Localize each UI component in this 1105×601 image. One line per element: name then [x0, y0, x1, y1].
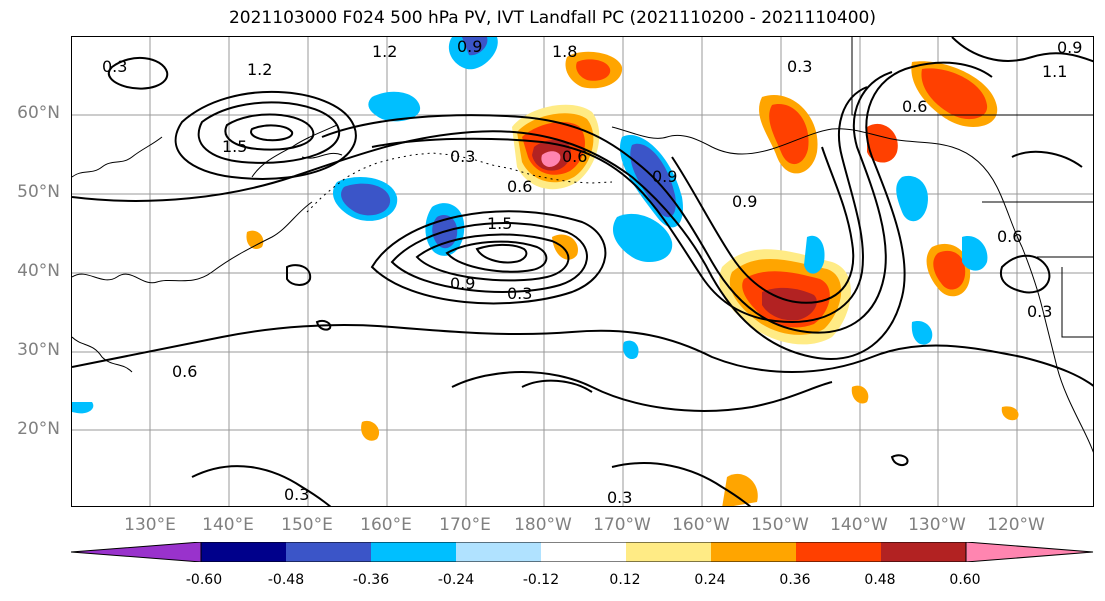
lon-label-150e: 150°E [281, 515, 333, 535]
colorbar-segment [796, 542, 881, 562]
colorbar-segment [201, 542, 286, 562]
contour-label: 0.3 [450, 147, 475, 166]
colorbar [70, 541, 1094, 563]
lon-label-120w: 120°W [987, 515, 1045, 535]
contour-label: 1.1 [1042, 62, 1067, 81]
lon-label-160e: 160°E [360, 515, 412, 535]
colorbar-tick: 0.36 [779, 572, 811, 588]
contour-label: 0.3 [1027, 302, 1052, 321]
ivt-positive-shading [246, 51, 1019, 506]
colorbar-tick: -0.48 [267, 572, 305, 588]
contour-label: 0.6 [507, 177, 532, 196]
contour-label: 0.6 [997, 227, 1022, 246]
colorbar-segment [286, 542, 371, 562]
contour-label: 1.5 [222, 137, 247, 156]
contour-label: 1.8 [552, 42, 577, 61]
contour-label: 0.3 [607, 488, 632, 507]
lat-label-40n: 40°N [17, 261, 60, 281]
contour-label: 0.6 [172, 362, 197, 381]
pv-contours [72, 37, 1093, 506]
lon-label-150w: 150°W [751, 515, 809, 535]
lon-label-160w: 160°W [672, 515, 730, 535]
lat-label-60n: 60°N [17, 103, 60, 123]
lat-label-20n: 20°N [17, 419, 60, 439]
lat-label-50n: 50°N [17, 182, 60, 202]
colorbar-extend-max [965, 541, 1094, 563]
colorbar-segment [541, 542, 626, 562]
lon-label-130w: 130°W [908, 515, 966, 535]
contour-label: 0.3 [507, 284, 532, 303]
colorbar-tick: -0.12 [522, 572, 560, 588]
contour-label: 1.2 [372, 42, 397, 61]
map-title: 2021103000 F024 500 hPa PV, IVT Landfall… [228, 8, 876, 28]
colorbar-segment [711, 542, 796, 562]
lon-label-130e: 130°E [124, 515, 176, 535]
lat-label-30n: 30°N [17, 340, 60, 360]
ivt-negative-shading [72, 37, 988, 414]
contour-label: 0.9 [652, 167, 677, 186]
lon-label-140e: 140°E [202, 515, 254, 535]
contour-label: 0.9 [450, 274, 475, 293]
contour-label: 0.9 [457, 37, 482, 56]
contour-label: 1.5 [487, 214, 512, 233]
colorbar-tick: -0.36 [352, 572, 390, 588]
contour-label: 0.9 [732, 192, 757, 211]
colorbar-tick: 0.48 [864, 572, 896, 588]
colorbar-segment [371, 542, 456, 562]
colorbar-segment [881, 542, 966, 562]
contour-label: 0.9 [1057, 38, 1082, 57]
lon-label-140w: 140°W [830, 515, 888, 535]
colorbar-tick: 0.24 [694, 572, 726, 588]
map-canvas: 0.3 1.2 0.9 1.8 1.2 1.5 0.3 0.6 0.6 0.9 … [72, 37, 1093, 507]
contour-label: 1.2 [247, 60, 272, 79]
colorbar-extend-min [70, 541, 202, 563]
contour-label: 0.6 [562, 147, 587, 166]
colorbar-tick: 0.60 [949, 572, 981, 588]
lon-label-180w: 180°W [514, 515, 572, 535]
contour-label: 0.6 [902, 97, 927, 116]
colorbar-tick: 0.12 [609, 572, 641, 588]
contour-label: 0.3 [102, 57, 127, 76]
lon-label-170w: 170°W [593, 515, 651, 535]
colorbar-tick: -0.24 [437, 572, 475, 588]
map-panel: 0.3 1.2 0.9 1.8 1.2 1.5 0.3 0.6 0.6 0.9 … [71, 36, 1094, 507]
contour-labels: 0.3 1.2 0.9 1.8 1.2 1.5 0.3 0.6 0.6 0.9 … [102, 37, 1082, 507]
colorbar-svg [70, 541, 1094, 563]
contour-label: 0.3 [284, 485, 309, 504]
colorbar-segment [626, 542, 711, 562]
contour-label: 0.3 [787, 57, 812, 76]
lon-label-170e: 170°E [439, 515, 491, 535]
colorbar-segment [456, 542, 541, 562]
colorbar-tick: -0.60 [185, 572, 223, 588]
